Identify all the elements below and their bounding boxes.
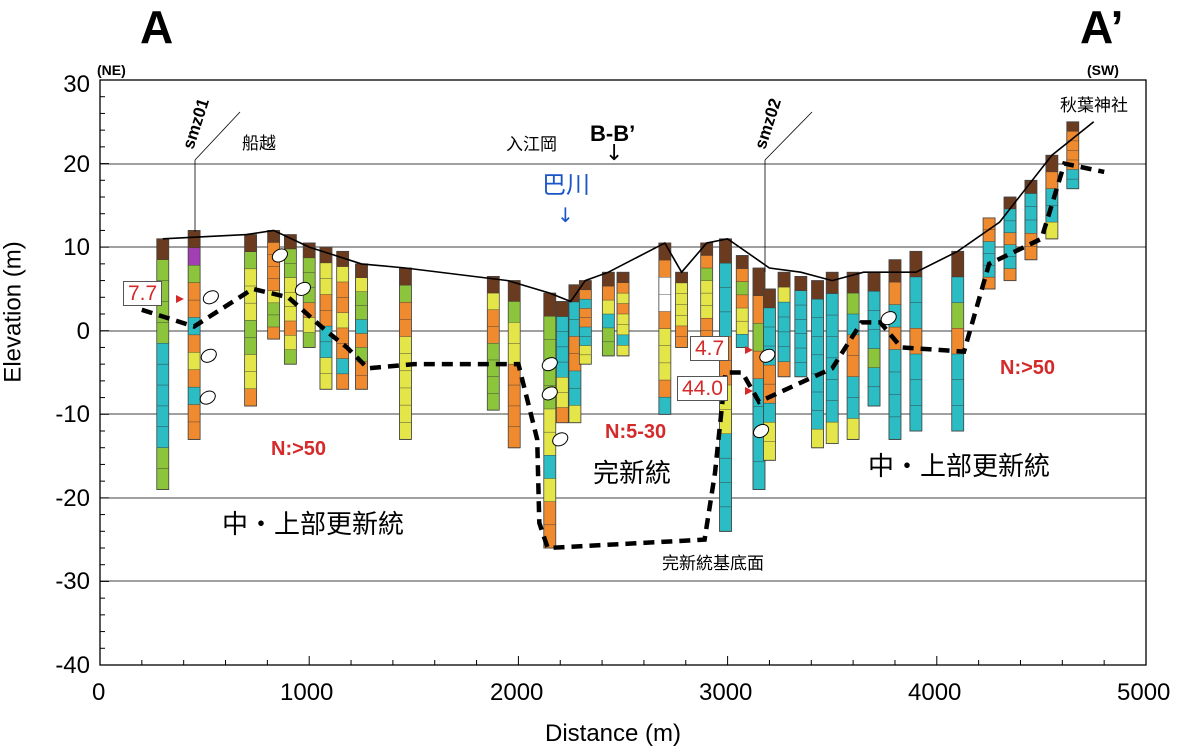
y-tick-20: 20 [63,151,90,178]
plot-frame [99,79,1147,666]
n-value-label-middle: N:5-30 [605,421,667,443]
sample-marker [753,423,770,439]
x-axis-title: Distance (m) [545,720,682,747]
borehole-31 [888,259,902,440]
borehole-35 [1003,196,1017,281]
borehole-4 [283,234,297,365]
sample-marker [202,290,219,305]
borehole-26 [794,275,808,378]
borehole-22 [735,255,749,348]
axis-ticks [99,79,1147,666]
y-tick-30: 30 [63,71,90,98]
borehole-27 [811,280,824,449]
sample-marker [294,281,311,296]
river-label: 巴川 [542,171,590,199]
sample-marker [541,357,558,372]
borehole-25 [777,271,791,378]
well-leader-lines [194,111,813,272]
place-label-akiba-shrine: 秋葉神社 [1060,96,1128,116]
borehole-32 [909,250,923,432]
n-value-box-3: 44.0 [677,376,728,401]
x-tick-5000: 5000 [1117,679,1171,706]
x-tick-3000: 3000 [699,679,753,706]
y-tick-minus-40: -40 [55,652,90,679]
unit-label-holocene: 完新統 [593,459,672,489]
section-crossing-label: B-B’ [590,121,636,146]
borehole-0 [156,238,170,490]
holocene-base-line [141,160,1105,551]
borehole-17 [616,271,630,357]
river-arrow: ↓ [557,203,574,227]
unit-label-pleistocene-right: 中・上部更新統 [868,452,1051,482]
place-label-funakoshi: 船越 [242,134,276,154]
ne-direction-label: (NE) [97,62,126,78]
borehole-29 [846,271,860,440]
borehole-1 [187,230,201,440]
y-axis-title: Elevation (m) [0,241,27,383]
borehole-36 [1024,179,1038,261]
unit-label-pleistocene-left: 中・上部更新統 [222,510,405,540]
sample-marker [271,248,288,263]
n-value-box-2: 4.7 [690,336,730,361]
borehole-7 [336,250,350,390]
sample-marker [541,386,558,401]
x-tick-2000: 2000 [490,679,544,706]
section-start-label: A [140,1,174,53]
ground-surface-line [162,121,1095,303]
borehole-28 [825,271,839,444]
y-tick-minus-30: -30 [55,568,90,595]
n-value-label-right: N:>50 [1000,357,1056,379]
n-value-box-1: 7.7 [123,281,163,306]
borehole-10 [486,275,500,411]
sample-marker [199,390,216,405]
borehole-38 [1066,121,1080,190]
x-tick-1000: 1000 [280,679,334,706]
n-value-label-left: N:>50 [271,438,327,460]
borehole-34 [982,217,996,290]
sample-marker [552,432,569,447]
section-end-label: A’ [1080,1,1124,53]
holocene-base-label: 完新統基底面 [662,554,764,574]
borehole-24 [763,288,776,461]
y-tick-0: 0 [76,318,90,345]
borehole-6 [319,246,333,390]
sample-marker [759,348,776,363]
y-tick-minus-20: -20 [55,485,90,512]
n-value-markers [176,295,753,395]
sw-direction-label: (SW) [1087,62,1119,78]
x-tick-0: 0 [92,679,106,706]
sample-markers [199,248,897,447]
y-tick-10: 10 [63,234,90,261]
y-tick-minus-10: -10 [55,401,90,428]
section-crossing-arrow: ↓ [605,141,624,166]
x-tick-4000: 4000 [908,679,962,706]
sample-marker [200,348,217,363]
place-label-iriegaoka: 入江岡 [506,135,557,155]
sample-marker [880,311,897,326]
